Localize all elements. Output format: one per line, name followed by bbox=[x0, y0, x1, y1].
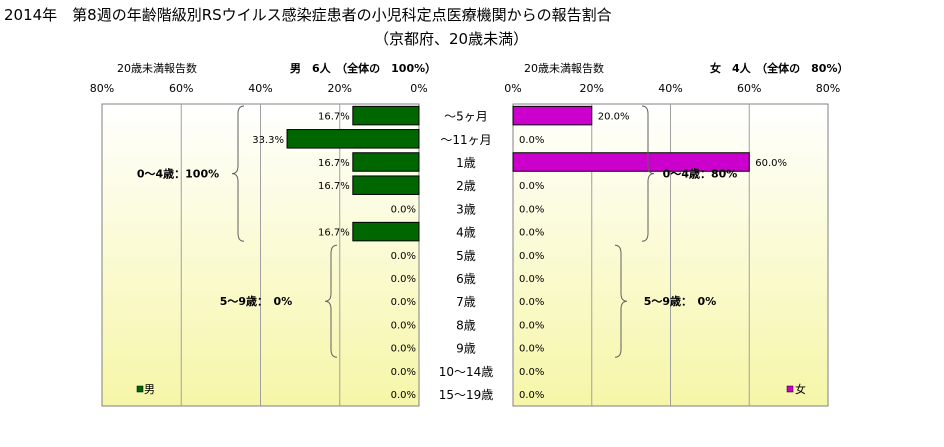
male-legend-swatch bbox=[136, 385, 144, 393]
age-category-label: ～11ヶ月 bbox=[440, 133, 491, 147]
male-bar bbox=[352, 175, 420, 195]
female-value-label: 0.0% bbox=[519, 135, 544, 146]
female-value-labels: 20.0% 0.0% 60.0% 0.0% 0.0% 0.0% 0.0% 0.0% 0.0% 0.… bbox=[519, 112, 787, 401]
female-group-brace bbox=[641, 105, 655, 242]
female-value-label: 0.0% bbox=[519, 297, 544, 308]
female-legend-swatch bbox=[786, 385, 794, 393]
male-bar bbox=[352, 105, 420, 126]
male-value-label: 0.0% bbox=[391, 274, 416, 285]
male-panel: 20歳未満報告数 男 6人 （全体の 100%） 80% 60% 40% 20% 0% … bbox=[90, 61, 436, 407]
female-legend-label: 女 bbox=[795, 382, 806, 396]
male-bars bbox=[286, 105, 420, 242]
female-age-groups: 0～4歳：80% 5～9歳： 0% bbox=[614, 105, 738, 358]
male-value-label: 0.0% bbox=[391, 251, 416, 262]
age-category-labels: ～5ヶ月 ～11ヶ月 1歳 2歳 3歳 4歳 5歳 6歳 7歳 8歳 9歳 10～14歳 15～19歳 bbox=[439, 110, 494, 402]
male-value-labels: 16.7% 33.3% 16.7% 16.7% 0.0% 16.7% 0.0% 0.0% 0.0… bbox=[252, 112, 416, 401]
age-category-label: ～5ヶ月 bbox=[444, 110, 488, 124]
female-value-label: 0.0% bbox=[519, 228, 544, 239]
female-bar bbox=[512, 152, 750, 172]
age-category-label: 7歳 bbox=[456, 295, 476, 309]
age-category-label: 10～14歳 bbox=[439, 365, 494, 379]
female-bar bbox=[512, 105, 593, 126]
male-legend: 男 bbox=[136, 383, 155, 396]
female-tick-label: 0% bbox=[504, 82, 521, 95]
male-value-label: 0.0% bbox=[391, 390, 416, 401]
male-tick-label: 80% bbox=[90, 82, 114, 95]
male-age-groups: 0～4歳：100% 5～9歳： 0% bbox=[137, 105, 338, 358]
female-group-label: 5～9歳： 0% bbox=[644, 294, 716, 308]
male-tick-label: 0% bbox=[410, 82, 427, 95]
female-tick-label: 60% bbox=[737, 82, 761, 95]
male-value-label: 16.7% bbox=[318, 181, 350, 192]
female-value-label: 0.0% bbox=[519, 251, 544, 262]
male-legend-label: 男 bbox=[144, 383, 155, 396]
female-bars bbox=[512, 105, 750, 172]
age-category-label: 5歳 bbox=[456, 249, 476, 263]
female-tick-label: 80% bbox=[816, 82, 840, 95]
male-value-label: 0.0% bbox=[391, 344, 416, 355]
male-group-brace bbox=[324, 244, 338, 358]
male-value-label: 16.7% bbox=[318, 112, 350, 123]
female-tick-labels: 0% 20% 40% 60% 80% bbox=[504, 82, 840, 95]
age-category-label: 9歳 bbox=[456, 342, 476, 356]
female-axis-caption: 20歳未満報告数 bbox=[524, 62, 604, 75]
male-value-label: 33.3% bbox=[252, 135, 284, 146]
female-tick-label: 20% bbox=[580, 82, 604, 95]
male-group-label: 0～4歳：100% bbox=[137, 167, 219, 181]
male-value-label: 0.0% bbox=[391, 320, 416, 331]
male-tick-label: 40% bbox=[248, 82, 272, 95]
age-category-label: 3歳 bbox=[456, 202, 476, 216]
male-value-label: 0.0% bbox=[391, 204, 416, 215]
female-value-label: 0.0% bbox=[519, 274, 544, 285]
female-value-label: 0.0% bbox=[519, 320, 544, 331]
male-bar bbox=[352, 221, 420, 242]
female-value-label: 0.0% bbox=[519, 344, 544, 355]
male-value-label: 0.0% bbox=[391, 367, 416, 378]
male-value-label: 0.0% bbox=[391, 297, 416, 308]
female-tick-label: 40% bbox=[658, 82, 682, 95]
age-category-label: 8歳 bbox=[456, 318, 476, 332]
male-axis-caption: 20歳未満報告数 bbox=[117, 62, 197, 75]
male-gridlines bbox=[180, 104, 341, 406]
female-header: 女 4人 （全体の 80%） bbox=[710, 61, 848, 75]
age-category-label: 2歳 bbox=[456, 179, 476, 193]
age-category-label: 6歳 bbox=[456, 272, 476, 286]
female-group-label: 0～4歳：80% bbox=[663, 167, 738, 181]
male-tick-label: 60% bbox=[169, 82, 193, 95]
male-bar bbox=[286, 129, 420, 149]
male-value-label: 16.7% bbox=[318, 228, 350, 239]
female-panel: 20歳未満報告数 女 4人 （全体の 80%） 0% 20% 40% 60% 80% 2… bbox=[504, 61, 848, 407]
age-category-label: 1歳 bbox=[456, 156, 476, 170]
female-group-brace bbox=[614, 244, 628, 358]
male-group-brace bbox=[231, 105, 245, 242]
male-value-label: 16.7% bbox=[318, 158, 350, 169]
female-value-label: 20.0% bbox=[598, 112, 630, 123]
female-value-label: 0.0% bbox=[519, 181, 544, 192]
female-value-label: 0.0% bbox=[519, 367, 544, 378]
age-category-label: 15～19歳 bbox=[439, 388, 494, 402]
male-tick-label: 20% bbox=[328, 82, 352, 95]
chart-title: 2014年 第8週の年齢階級別RSウイルス感染症患者の小児科定点医療機関からの報… bbox=[4, 6, 612, 24]
male-header: 男 6人 （全体の 100%） bbox=[290, 61, 436, 75]
male-bar bbox=[352, 152, 420, 172]
female-value-label: 0.0% bbox=[519, 390, 544, 401]
age-category-label: 4歳 bbox=[456, 226, 476, 240]
male-tick-labels: 80% 60% 40% 20% 0% bbox=[90, 82, 428, 95]
female-legend: 女 bbox=[786, 382, 806, 396]
female-value-label: 0.0% bbox=[519, 204, 544, 215]
chart-subtitle: （京都府、20歳未満） bbox=[374, 30, 528, 48]
female-value-label: 60.0% bbox=[755, 158, 787, 169]
male-group-label: 5～9歳： 0% bbox=[220, 294, 292, 308]
